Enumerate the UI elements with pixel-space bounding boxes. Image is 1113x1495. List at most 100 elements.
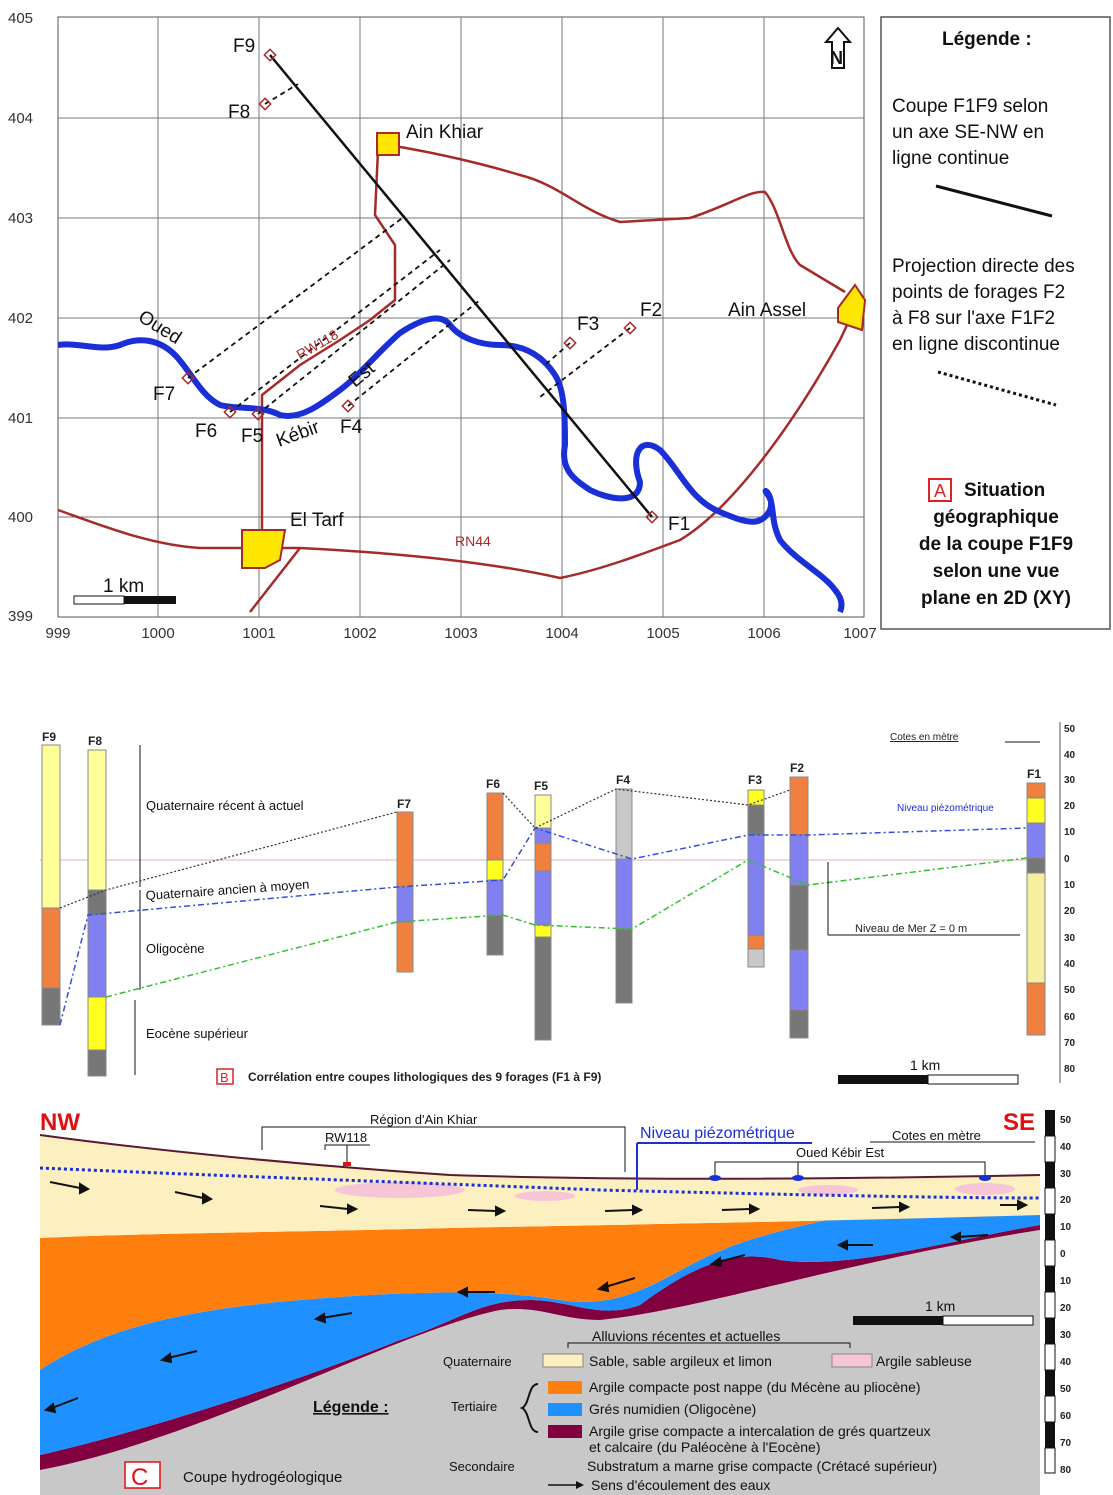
legend-argile-grise-1: Argile grise compacte a intercalation de… [589, 1423, 931, 1439]
layer-gres-numidien [40, 1195, 1040, 1455]
caption-a-4: selon une vue [933, 561, 1060, 582]
road-label-rn44: RN44 [455, 533, 491, 549]
oued-label: Oued Kébir Est [796, 1145, 885, 1160]
piezometric-line [39, 1166, 1041, 1200]
swatch-sable [542, 1353, 584, 1368]
well-label-f5: F5 [241, 426, 263, 447]
well-column-f2: F2 [789, 761, 809, 1039]
swatch-argile-sableuse [831, 1353, 873, 1368]
legend-dotted-line [937, 370, 1057, 407]
legend-alluvions: Alluvions récentes et actuelles [592, 1328, 780, 1344]
legend-line1-a: Coupe F1F9 selon [892, 96, 1048, 117]
axis-c-tick: 80 [1060, 1465, 1072, 1476]
unit-arrows [134, 741, 1040, 1075]
panel-b-letter-box [216, 1068, 234, 1085]
legend-line2-a: Projection directe des [892, 256, 1075, 277]
well-markers [181, 48, 659, 524]
unit-label-eocene: Eocène supérieur [146, 1026, 249, 1041]
scale-c-white [942, 1315, 1034, 1326]
axis-c-tick: 70 [1060, 1438, 1072, 1449]
legend-c-title: Légende : [313, 1399, 389, 1416]
axis-c-tick: 60 [1060, 1411, 1072, 1422]
well-column-f1: F1 [1026, 767, 1046, 1036]
map-scale-bar: 1 km [73, 576, 176, 605]
ground-surface [39, 1134, 1041, 1180]
town-ain-khiar-marker [376, 132, 400, 156]
road-north [387, 143, 846, 294]
well-label-f3: F3 [577, 314, 599, 335]
correlation-top [59, 811, 398, 909]
panel-a-map: 405 404 403 402 401 400 399 999 1000 100… [8, 10, 877, 642]
well-label-f8: F8 [228, 102, 250, 123]
axis-c-tick: 20 [1060, 1303, 1072, 1314]
y-tick: 401 [8, 410, 33, 427]
caption-a-1: Situation [964, 480, 1045, 501]
layer-argile-compacte [40, 1195, 1040, 1370]
road-branch [249, 547, 301, 613]
well-label-f1: F1 [668, 514, 690, 535]
panel-c-cross-section: NW SE Région d'Ain Khiar RW118 Niveau pi… [39, 1109, 1072, 1495]
well-column-f4: F4 [615, 773, 633, 1004]
projection-lines [187, 83, 631, 415]
legend-line2-d: en ligne discontinue [892, 334, 1060, 355]
oued-markers [709, 1175, 991, 1181]
axis-c-tick: 50 [1060, 1384, 1072, 1395]
legend-argile-compacte: Argile compacte post nappe (du Mécène au… [589, 1379, 921, 1395]
well-b-label-f3: F3 [748, 773, 762, 787]
y-tick: 404 [8, 110, 33, 127]
panel-c-letter-box [124, 1461, 161, 1489]
panel-c-legend: Alluvions récentes et actuelles Quaterna… [313, 1328, 972, 1493]
scale-c-label: 1 km [925, 1298, 955, 1314]
axis-b-tick: 20 [1064, 801, 1076, 812]
caption-a-5: plane en 2D (XY) [921, 588, 1071, 609]
unit-label-quat-recent: Quaternaire récent à actuel [146, 798, 304, 813]
scale-b-black [838, 1075, 928, 1084]
piezo-label-b: Niveau piézométrique [897, 803, 994, 814]
axis-b-tick: 80 [1064, 1064, 1076, 1075]
flow-arrow-legend-head [576, 1481, 584, 1489]
sea-level-label: Niveau de Mer Z = 0 m [855, 923, 967, 935]
unit-label-oligocene: Oligocène [146, 941, 205, 956]
legend-line2-b: points de forages F2 [892, 282, 1065, 303]
well-b-label-f1: F1 [1027, 767, 1041, 781]
axis-c-tick: 30 [1060, 1330, 1072, 1341]
x-tick: 1000 [141, 625, 174, 642]
piezo-correlation-line [59, 827, 1028, 1026]
panel-b-caption: Corrélation entre coupes lithologiques d… [248, 1070, 601, 1084]
layer-substratum [40, 1230, 1040, 1495]
axis-b-tick: 10 [1064, 827, 1076, 838]
cotes-label-b: Cotes en mètre [890, 732, 959, 743]
well-column-f8: F8 [87, 734, 107, 1077]
well-b-label-f7: F7 [397, 797, 411, 811]
panel-c-letter: C [131, 1464, 148, 1491]
green-correlation-line [105, 857, 1028, 998]
well-b-label-f6: F6 [486, 777, 500, 791]
axis-b-tick: 30 [1064, 933, 1076, 944]
y-axis-ticks: 405 404 403 402 401 400 399 [8, 10, 33, 625]
unit-label-quat-ancien: Quaternaire ancien à moyen [145, 877, 310, 903]
legend-secondaire: Secondaire [449, 1459, 515, 1474]
panel-b-correlation: F9 F8 F7 F6 [40, 722, 1076, 1085]
x-tick: 1005 [646, 625, 679, 642]
axis-b-tick: 40 [1064, 750, 1076, 761]
well-b-label-f9: F9 [42, 730, 56, 744]
panel-c-caption: Coupe hydrogéologique [183, 1469, 342, 1486]
legend-line1-b: un axe SE-NW en [892, 122, 1044, 143]
axis-b-tick: 30 [1064, 775, 1076, 786]
legend-solid-line [935, 184, 1053, 218]
axis-c-tick: 30 [1060, 1169, 1072, 1180]
panel-a-letter: A [934, 481, 946, 501]
well-label-f4: F4 [340, 417, 363, 438]
tertiaire-brace [519, 1383, 539, 1433]
river-label-kebir: Kébir [274, 417, 323, 452]
town-ain-khiar-label: Ain Khiar [406, 122, 484, 143]
swatch-gres [548, 1403, 582, 1416]
well-label-f9: F9 [233, 36, 255, 57]
legend-sens: Sens d'écoulement des eaux [591, 1477, 770, 1493]
well-labels: F9 F8 F7 F6 F5 F4 F3 F2 F1 [153, 36, 690, 535]
axis-b-tick: 20 [1064, 906, 1076, 917]
x-tick: 1002 [343, 625, 376, 642]
legend-sable: Sable, sable argileux et limon [589, 1353, 772, 1369]
axis-c-tick: 10 [1060, 1276, 1072, 1287]
rw118-marker [343, 1162, 351, 1166]
